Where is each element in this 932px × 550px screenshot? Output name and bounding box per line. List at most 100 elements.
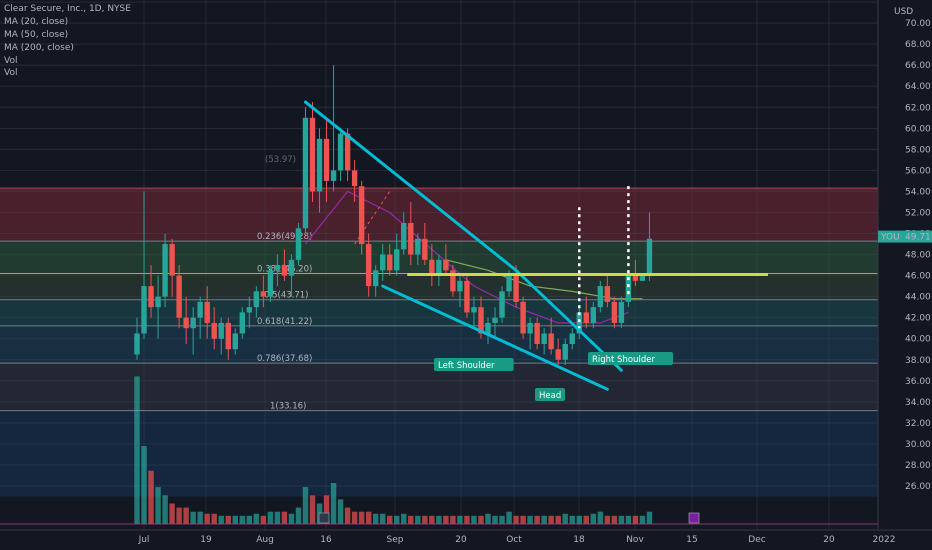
price-tick: 62.00 xyxy=(905,103,931,113)
last-price-value: 49.71 xyxy=(905,233,931,243)
price-tick: 32.00 xyxy=(905,419,931,429)
volume-bar xyxy=(639,515,646,524)
indicator-vol[interactable]: Vol xyxy=(4,56,18,66)
volume-bar xyxy=(436,515,442,524)
price-tick: 28.00 xyxy=(905,461,931,471)
candle-body xyxy=(499,291,505,318)
candle-body xyxy=(380,254,386,271)
indicator-ma200[interactable]: MA (200, close) xyxy=(4,43,74,53)
price-tick: 42.00 xyxy=(905,314,931,324)
volume-bar xyxy=(169,503,175,524)
volume-bar xyxy=(506,511,512,524)
volume-bar xyxy=(302,487,309,524)
volume-bar xyxy=(134,376,140,524)
candle-body xyxy=(141,286,147,334)
candle-body xyxy=(632,275,639,281)
time-tick: 20 xyxy=(823,535,835,545)
volume-bar xyxy=(183,507,189,524)
volume-bar xyxy=(541,515,547,524)
dashed-trace xyxy=(354,191,391,245)
volume-bar xyxy=(387,515,393,524)
candle-body xyxy=(646,238,653,276)
candle-body xyxy=(387,254,393,271)
time-tick: Jul xyxy=(138,535,150,545)
price-axis-bg xyxy=(878,0,932,550)
volume-bar xyxy=(646,511,653,524)
volume-bar xyxy=(330,483,337,524)
price-tick: 64.00 xyxy=(905,82,931,92)
pattern-label-right-shoulder: Right Shoulder xyxy=(592,355,655,365)
volume-bar xyxy=(372,513,379,524)
candle-body xyxy=(337,133,344,171)
candle-body xyxy=(267,270,274,297)
volume-bar xyxy=(429,515,435,524)
price-tick: 38.00 xyxy=(905,356,931,366)
channel-upper-line xyxy=(303,100,623,372)
volume-bar xyxy=(401,513,407,524)
volume-bar xyxy=(380,513,386,524)
time-tick: Oct xyxy=(506,535,522,545)
volume-bar xyxy=(141,446,147,524)
price-tick: 46.00 xyxy=(905,272,931,282)
candle-body xyxy=(155,296,161,308)
candle-body xyxy=(464,280,470,313)
volume-bar xyxy=(632,515,639,524)
volume-bar xyxy=(569,515,575,524)
volume-bar xyxy=(562,513,568,524)
volume-bar xyxy=(471,515,477,524)
indicator-ma20[interactable]: MA (20, close) xyxy=(4,17,69,27)
symbol-title[interactable]: Clear Secure, Inc., 1D, NYSE xyxy=(4,4,131,14)
volume-bar xyxy=(618,515,625,524)
volume-bar xyxy=(422,515,428,524)
candle-body xyxy=(253,291,260,308)
price-axis: USD 26.00 28.00 30.00 32.00 34.00 36.00 38.00 40… xyxy=(877,0,932,550)
indicator-ma50[interactable]: MA (50, close) xyxy=(4,30,69,40)
price-tick: 26.00 xyxy=(905,482,931,492)
candle-body xyxy=(309,117,316,192)
candle-body xyxy=(513,275,519,302)
candle-body xyxy=(351,170,358,187)
candle-body xyxy=(450,270,456,292)
pattern-label-left-shoulder: Left Shoulder xyxy=(438,361,495,371)
fib-zone xyxy=(0,410,878,497)
candle-body xyxy=(534,322,540,344)
fib-label: 0.786(37.68) xyxy=(257,354,312,364)
time-axis: Jul 19 Aug 16 Sep 20 Oct 18 Nov 15 Dec 20 2022 xyxy=(0,529,932,550)
price-tick: 54.00 xyxy=(905,187,931,197)
time-tick: Dec xyxy=(748,535,765,545)
volume-bar xyxy=(604,515,611,524)
volume-bar xyxy=(394,515,400,524)
fib-label: 0.618(41.22) xyxy=(257,317,312,327)
candle-body xyxy=(295,228,302,260)
candle-body xyxy=(471,307,477,313)
pattern-label-head: Head xyxy=(539,391,561,401)
candle-body xyxy=(323,138,330,181)
volume-bar xyxy=(232,515,238,524)
fib-label: 0.5(43.71) xyxy=(264,291,308,301)
indicator-vol-2[interactable]: Vol xyxy=(4,68,18,78)
price-tick: 30.00 xyxy=(905,440,931,450)
candle-body xyxy=(408,223,414,255)
price-tick: 44.00 xyxy=(905,293,931,303)
candle-body xyxy=(520,301,526,334)
volume-bar xyxy=(253,513,260,524)
volume-bar xyxy=(204,513,210,524)
volume-bar xyxy=(611,515,618,524)
candle-body xyxy=(274,265,281,271)
fib-zone xyxy=(0,325,878,364)
candle-body xyxy=(583,312,589,323)
candle-body xyxy=(597,286,604,308)
pattern-labels: Left Shoulder Head Right Shoulder xyxy=(318,352,700,524)
volume-bar xyxy=(450,515,456,524)
pattern-label-bg xyxy=(434,358,514,371)
volume-bar xyxy=(281,511,288,524)
fib-label: 1(33.16) xyxy=(270,402,306,412)
volume-bar xyxy=(295,507,302,524)
volume-bar xyxy=(534,515,540,524)
volume-bar xyxy=(485,513,491,524)
candle-body xyxy=(183,317,189,329)
volume-bar xyxy=(555,515,561,524)
price-tick: 66.00 xyxy=(905,61,931,71)
candle-body xyxy=(197,301,203,318)
